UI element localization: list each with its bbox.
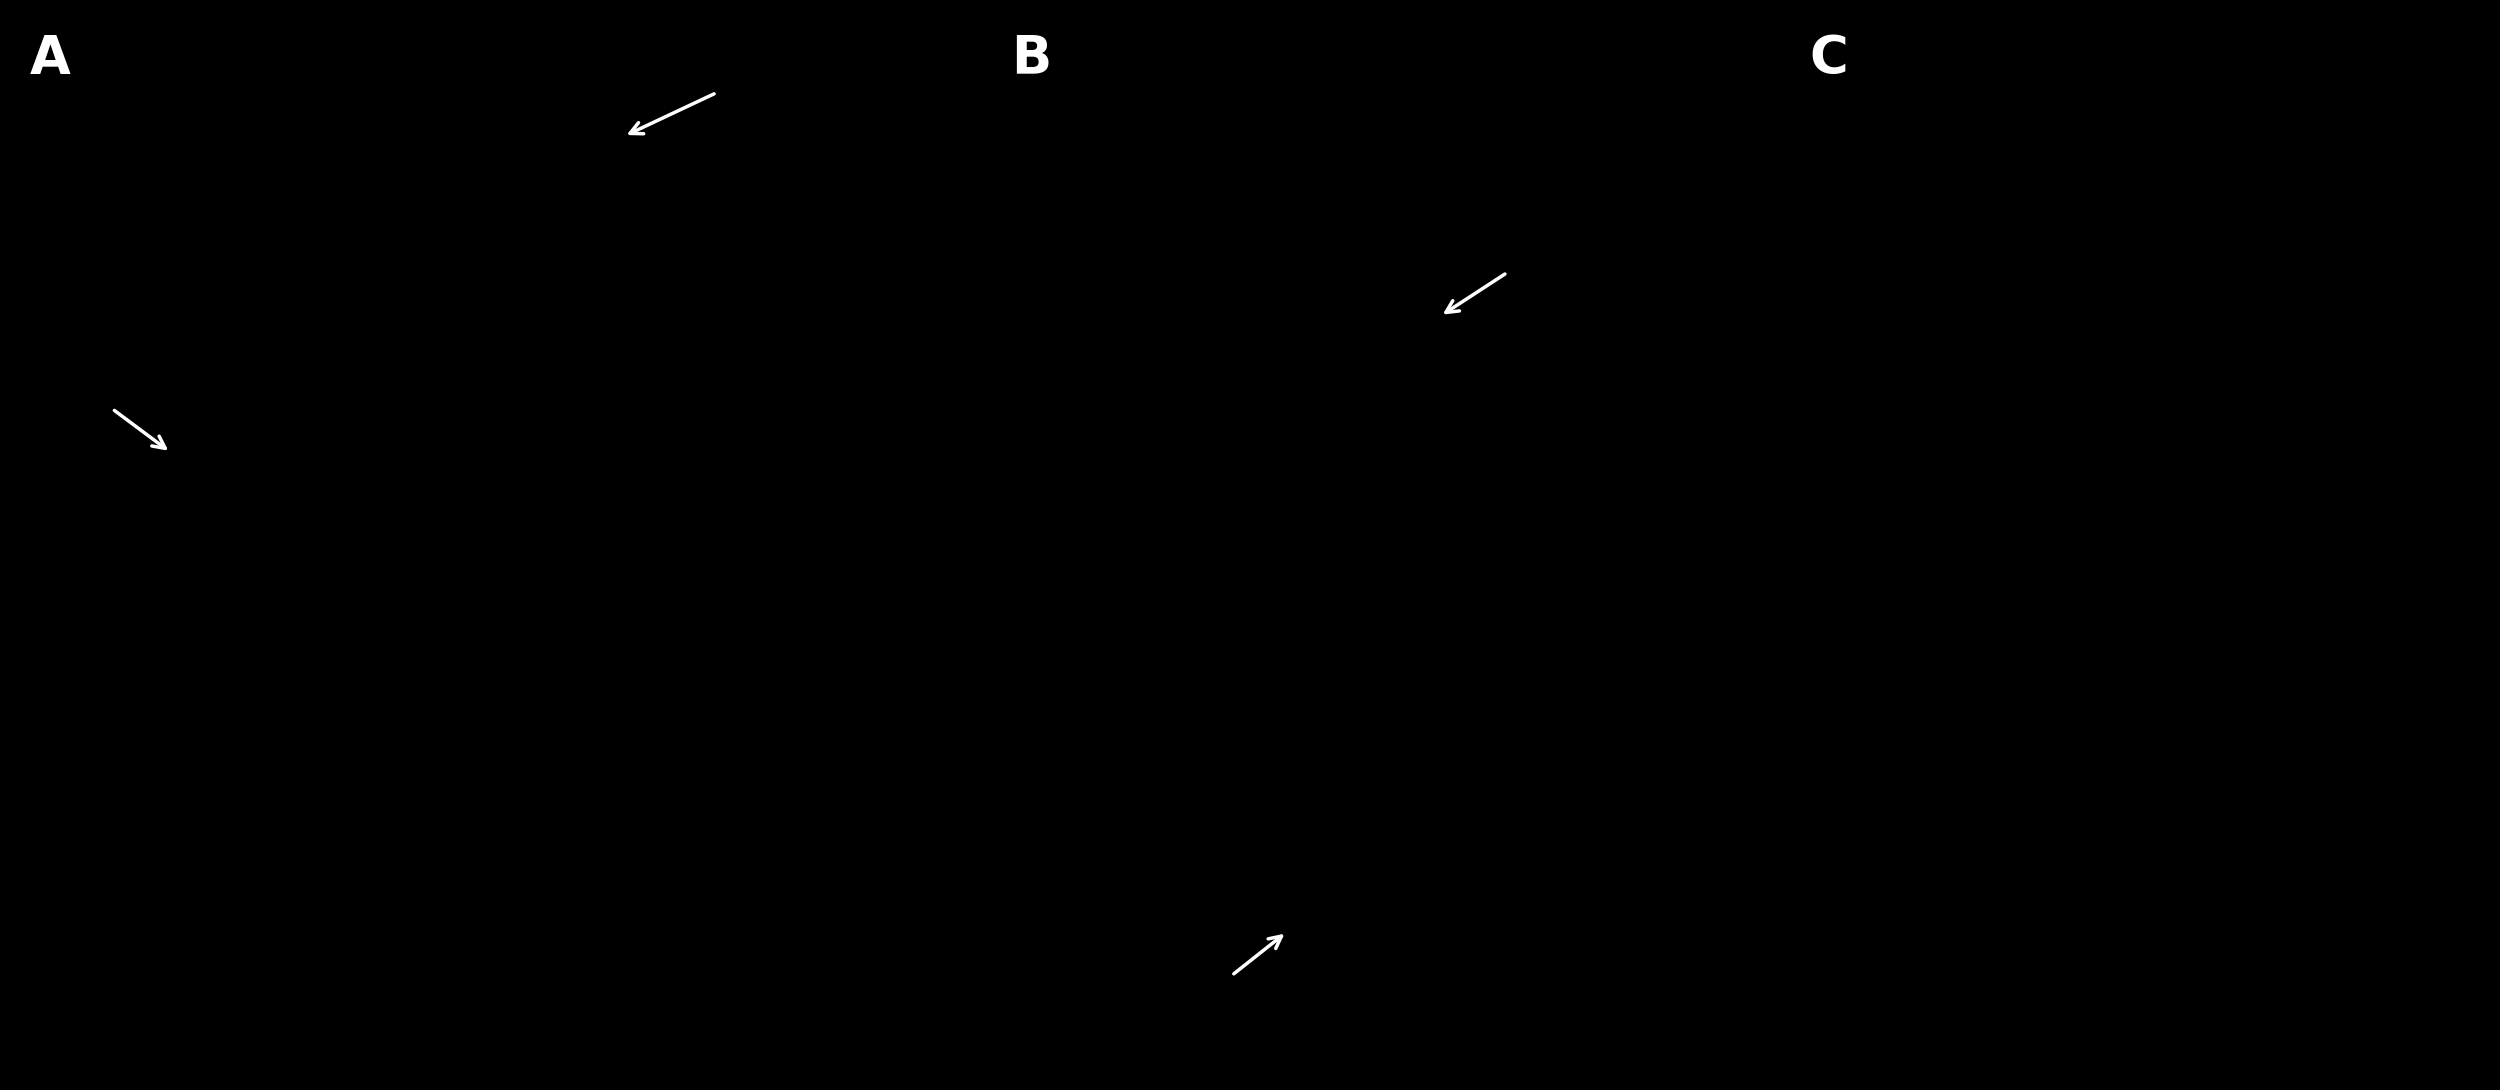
Text: C: C [1810, 33, 1848, 85]
Text: B: B [1010, 33, 1052, 85]
Text: A: A [30, 33, 70, 85]
